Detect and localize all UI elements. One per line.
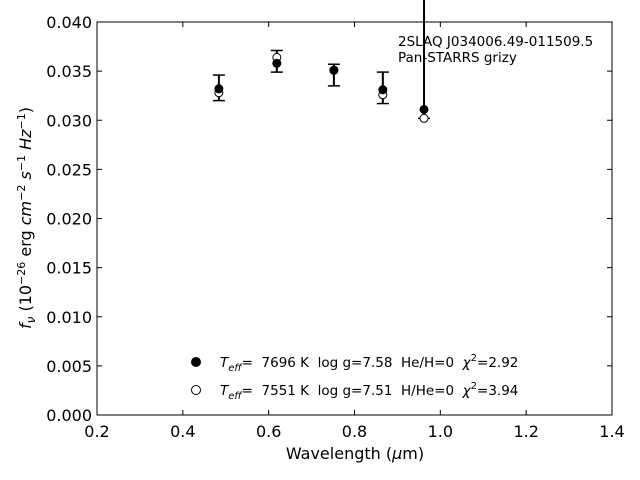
point-filled	[378, 85, 388, 95]
legend-marker-filled	[191, 357, 201, 367]
y-tick-label: 0.015	[46, 259, 92, 278]
x-tick-label: 0.6	[256, 422, 281, 441]
annotation-survey: Pan-STARRS grizy	[398, 50, 517, 66]
y-tick-label: 0.025	[46, 160, 92, 179]
x-tick-label: 1.4	[599, 422, 624, 441]
y-tick-label: 0.020	[46, 210, 92, 229]
point-filled	[272, 58, 282, 68]
point-filled	[214, 84, 224, 94]
x-tick-label: 1.2	[513, 422, 538, 441]
y-tick-label: 0.035	[46, 62, 92, 81]
annotation-object-name: 2SLAQ J034006.49-011509.5	[398, 34, 593, 50]
point-filled	[329, 65, 339, 75]
legend-marker-open	[191, 385, 201, 395]
point-open	[419, 113, 429, 123]
y-tick-label: 0.010	[46, 308, 92, 327]
y-tick-label: 0.030	[46, 111, 92, 130]
x-axis-ticks: 0.2 0.4 0.6 0.8 1.0 1.2 1.4	[84, 22, 625, 441]
y-axis-ticks: 0.000 0.005 0.010 0.015 0.020 0.025 0.030 0.035…	[46, 13, 612, 425]
x-tick-label: 1.0	[428, 422, 453, 441]
y-tick-label: 0.040	[46, 13, 92, 32]
x-tick-label: 0.4	[170, 422, 195, 441]
y-tick-label: 0.005	[46, 357, 92, 376]
x-axis-label: Wavelength (μm)	[286, 444, 424, 463]
legend-entry-filled: Teff= 7696 K log g=7.58 He/H=0 χ2=2.92	[220, 353, 518, 374]
legend-entry-open: Teff= 7551 K log g=7.51 H/He=0 χ2=3.94	[220, 381, 518, 402]
point-filled	[419, 104, 429, 114]
model-points	[214, 52, 429, 123]
y-axis-label: fν (10−26 erg cm−2 s−1 Hz−1)	[15, 107, 38, 329]
x-tick-label: 0.8	[342, 422, 367, 441]
legend: Teff= 7696 K log g=7.58 He/H=0 χ2=2.92 T…	[191, 353, 518, 402]
y-tick-label: 0.000	[46, 406, 92, 425]
x-tick-label: 0.2	[84, 422, 109, 441]
